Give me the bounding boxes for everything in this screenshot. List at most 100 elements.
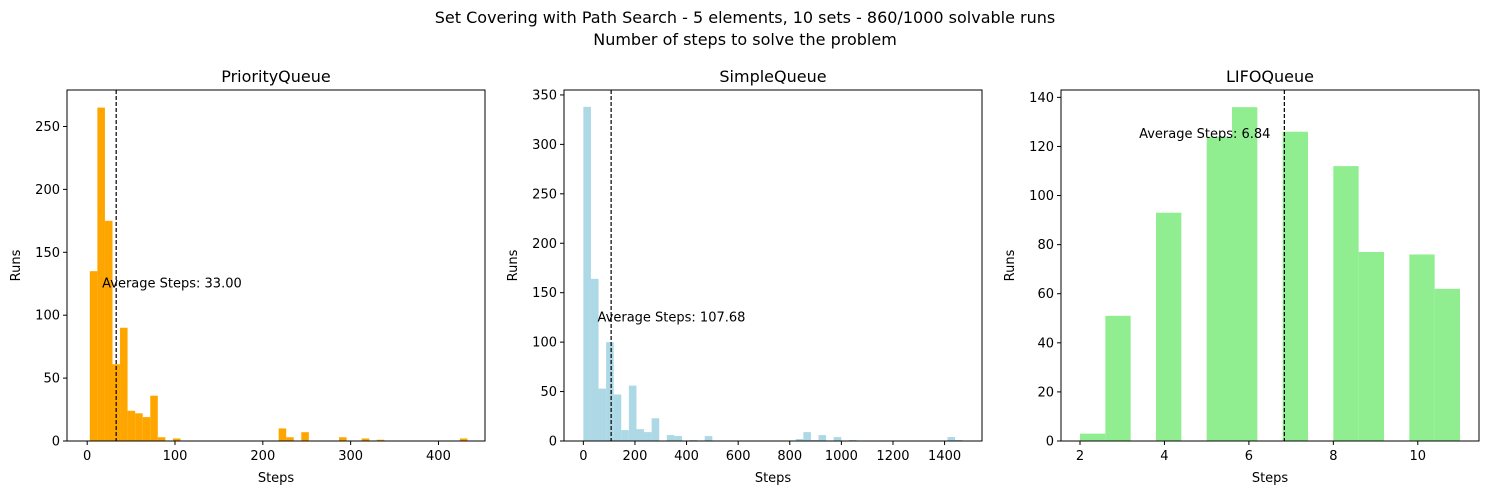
average-steps-annotation: Average Steps: 6.84 xyxy=(1139,127,1270,142)
y-tick-label: 150 xyxy=(532,286,557,301)
average-steps-annotation: Average Steps: 33.00 xyxy=(102,277,242,292)
x-tick-label: 1400 xyxy=(928,449,961,464)
histogram-bar xyxy=(583,106,591,441)
histogram-bar xyxy=(157,437,166,441)
histogram-bar xyxy=(104,220,113,441)
histogram-bar xyxy=(818,435,827,441)
histogram-bar xyxy=(598,388,607,441)
histogram-bar xyxy=(1282,131,1308,442)
histogram-bar xyxy=(666,435,675,441)
y-tick-label: 50 xyxy=(540,385,557,400)
histogram-bar xyxy=(135,413,143,441)
subplot-title: PriorityQueue xyxy=(221,67,331,86)
histogram-bar xyxy=(89,271,98,441)
y-tick-label: 0 xyxy=(549,435,557,450)
histogram-bar xyxy=(1232,107,1258,442)
y-tick-label: 150 xyxy=(35,246,60,261)
y-tick-label: 60 xyxy=(1037,287,1054,302)
y-tick-label: 80 xyxy=(1037,238,1054,253)
histogram-bar xyxy=(278,428,287,441)
histogram-bar xyxy=(1434,288,1460,441)
y-tick-label: 100 xyxy=(35,309,60,324)
y-tick-label: 20 xyxy=(1037,385,1054,400)
figure-title-line2: Number of steps to solve the problem xyxy=(593,30,897,49)
x-tick-label: 8 xyxy=(1329,449,1337,464)
histogram-bar xyxy=(120,327,128,441)
y-tick-label: 250 xyxy=(35,120,60,135)
histogram-bar xyxy=(97,107,105,442)
y-tick-label: 0 xyxy=(1046,435,1054,450)
subplot-priorityqueue: Average Steps: 33.00 0 100 200 300 400 0 50 100 1… xyxy=(9,67,486,486)
histogram-bar xyxy=(1409,254,1435,441)
y-tick-label: 40 xyxy=(1037,336,1054,351)
histogram-bar xyxy=(361,438,370,441)
histogram-bar xyxy=(644,432,652,441)
histogram-bar xyxy=(150,395,158,441)
subplot-title: SimpleQueue xyxy=(719,67,826,86)
histogram-bar xyxy=(590,278,599,441)
y-tick-label: 200 xyxy=(35,183,60,198)
axes-frame xyxy=(563,89,983,442)
x-axis-label: Steps xyxy=(1252,471,1289,486)
histogram-bar xyxy=(1156,212,1182,441)
x-tick-label: 600 xyxy=(726,449,751,464)
histogram-bar xyxy=(376,439,385,441)
histogram-bar xyxy=(1333,166,1359,441)
y-tick-label: 140 xyxy=(1029,91,1054,106)
histogram-bar xyxy=(795,439,804,441)
histogram-bar xyxy=(1080,433,1106,441)
histogram-bar xyxy=(1105,315,1131,441)
x-tick-label: 300 xyxy=(338,449,363,464)
histogram-bar xyxy=(628,385,637,441)
histogram-bar xyxy=(704,436,713,441)
x-tick-label: 2 xyxy=(1076,449,1084,464)
x-tick-label: 10 xyxy=(1410,449,1427,464)
histogram-bar xyxy=(1206,136,1232,441)
y-tick-label: 250 xyxy=(532,187,557,202)
y-tick-label: 200 xyxy=(532,237,557,252)
y-tick-label: 100 xyxy=(1029,189,1054,204)
histogram-bar xyxy=(674,436,682,441)
subplot-title: LIFOQueue xyxy=(1226,67,1314,86)
y-tick-label: 50 xyxy=(43,372,60,387)
subplot-lifoqueue: Average Steps: 6.842 4 6 8 10020406080100120… xyxy=(1003,67,1480,486)
axes-frame xyxy=(1060,89,1480,442)
y-axis-label: Runs xyxy=(9,249,24,281)
y-tick-label: 350 xyxy=(532,88,557,103)
x-tick-label: 200 xyxy=(623,449,648,464)
axes-frame xyxy=(66,89,486,442)
x-tick-label: 0 xyxy=(579,449,587,464)
x-tick-label: 6 xyxy=(1245,449,1253,464)
x-tick-label: 800 xyxy=(777,449,802,464)
histogram-bar xyxy=(636,429,645,441)
x-axis-label: Steps xyxy=(755,471,792,486)
x-tick-label: 0 xyxy=(83,449,91,464)
x-tick-label: 400 xyxy=(674,449,699,464)
histogram-bar xyxy=(142,417,151,441)
x-axis-label: Steps xyxy=(258,471,295,486)
x-tick-label: 4 xyxy=(1160,449,1168,464)
y-axis-label: Runs xyxy=(1003,249,1018,281)
histogram-bar xyxy=(172,438,181,441)
histogram-bar xyxy=(621,430,629,441)
y-tick-label: 100 xyxy=(532,336,557,351)
histogram-bar xyxy=(606,342,614,441)
x-tick-label: 200 xyxy=(250,449,275,464)
histogram-bar xyxy=(1358,252,1384,441)
histogram-bar xyxy=(651,418,660,441)
x-tick-label: 1000 xyxy=(825,449,858,464)
x-tick-label: 400 xyxy=(426,449,451,464)
average-steps-annotation: Average Steps: 107.68 xyxy=(598,310,746,325)
histogram-bar xyxy=(947,437,956,441)
histogram-bar xyxy=(833,437,842,441)
y-axis-label: Runs xyxy=(506,249,521,281)
figure-title-line1: Set Covering with Path Search - 5 elemen… xyxy=(434,8,1056,27)
histogram-bar xyxy=(459,438,468,441)
y-tick-label: 120 xyxy=(1029,140,1054,155)
subplot-simplequeue: Average Steps: 107.680 200 400 600 800 1000 12… xyxy=(506,67,983,486)
histogram-bar xyxy=(803,432,811,441)
x-tick-label: 1200 xyxy=(876,449,909,464)
histogram-bar xyxy=(127,410,136,441)
x-tick-label: 100 xyxy=(163,449,188,464)
